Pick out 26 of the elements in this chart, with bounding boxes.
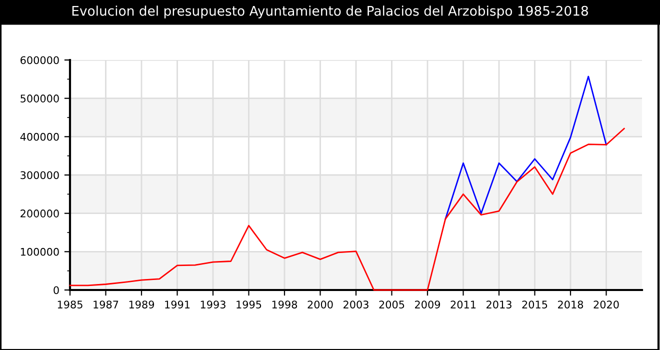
x-tick-label: 2011 xyxy=(450,300,476,308)
line-series xyxy=(69,128,625,291)
x-tick-label: 1991 xyxy=(165,300,190,308)
y-tick-label: 600000 xyxy=(20,56,59,64)
x-tick-label: 2020 xyxy=(594,300,619,308)
x-tick-label: 2015 xyxy=(522,300,548,308)
chart-title: Evolucion del presupuesto Ayuntamiento de Palacios del Arzobispo 1985-2018 xyxy=(72,6,588,18)
x-tick-label: 1995 xyxy=(236,300,262,308)
x-tick-label: 1987 xyxy=(94,300,118,308)
x-tick-label: 2009 xyxy=(415,300,440,308)
x-tick-label: 2018 xyxy=(558,300,584,308)
x-tick-label: 1998 xyxy=(272,300,298,308)
x-tick-label: 2000 xyxy=(308,300,333,308)
x-tick-label: 2005 xyxy=(379,300,404,308)
y-tick-label: 400000 xyxy=(20,132,59,141)
y-tick-label: 0 xyxy=(54,286,59,294)
y-tick-label: 500000 xyxy=(20,94,59,102)
y-tick-label: 300000 xyxy=(20,171,59,180)
y-tick-label: 200000 xyxy=(20,210,59,218)
x-tick-label: 1985 xyxy=(58,300,82,308)
x-tick-label: 2003 xyxy=(344,300,368,308)
line-series xyxy=(444,76,607,220)
x-tick-label: 2013 xyxy=(486,300,512,308)
y-tick-label: 100000 xyxy=(20,248,59,256)
x-tick-label: 1993 xyxy=(200,300,226,308)
x-tick-label: 1989 xyxy=(129,300,154,308)
